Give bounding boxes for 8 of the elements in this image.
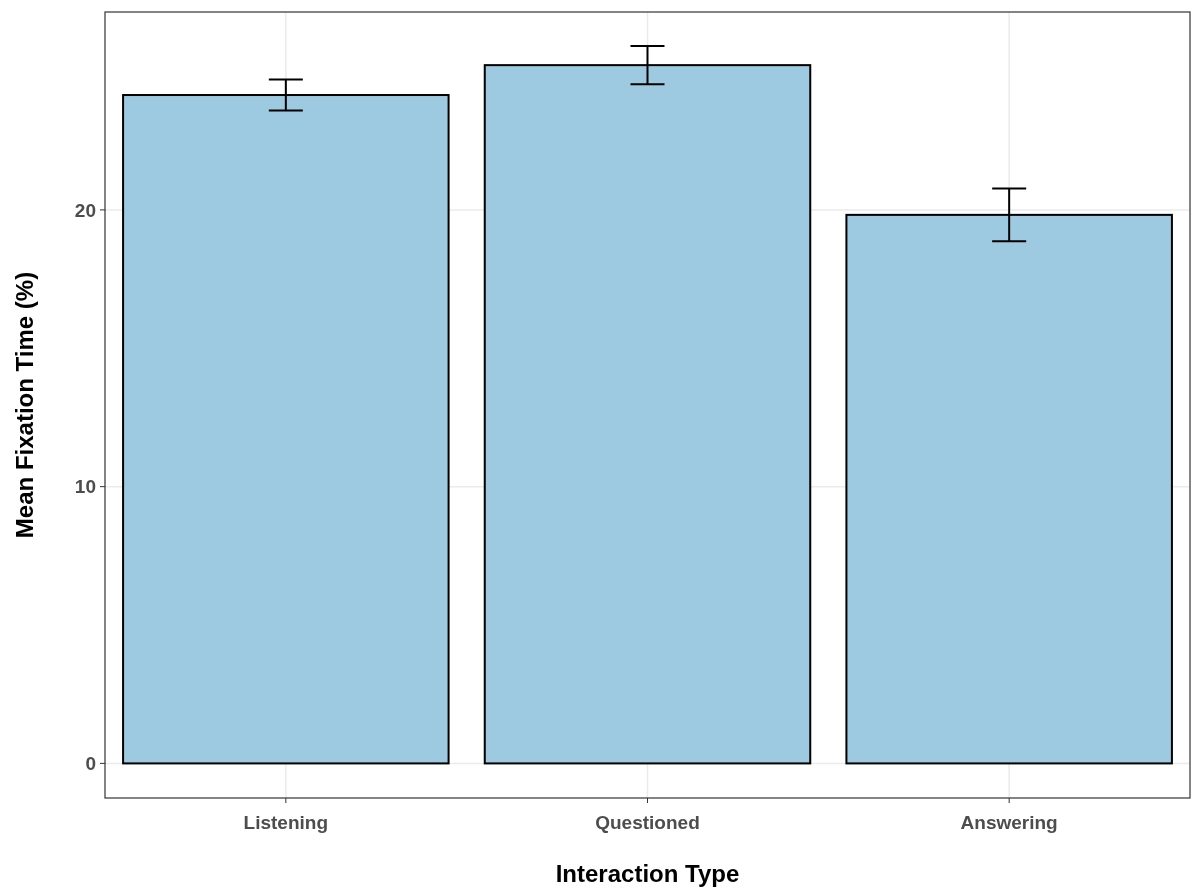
x-tick-label: Questioned (595, 812, 700, 833)
x-tick-label: Listening (243, 812, 329, 833)
y-tick-label: 10 (74, 476, 96, 498)
y-axis-title: Mean Fixation Time (%) (11, 271, 38, 539)
x-axis-title: Interaction Type (555, 860, 740, 887)
x-tick-label: Answering (960, 812, 1058, 833)
y-tick-label: 0 (85, 753, 96, 775)
y-tick-label: 20 (74, 199, 96, 221)
